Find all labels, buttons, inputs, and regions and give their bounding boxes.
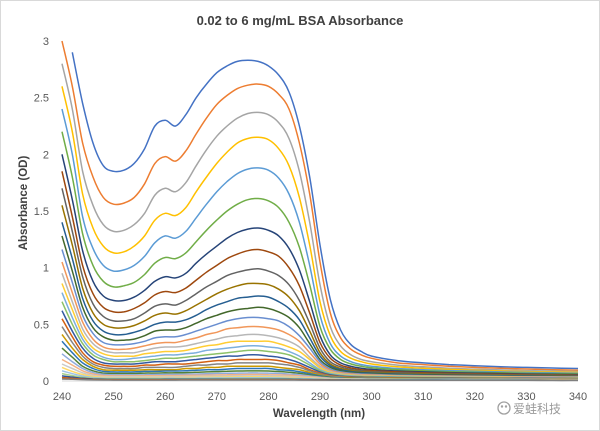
series-line-33 <box>61 378 579 382</box>
series-line-1 <box>71 52 579 370</box>
watermark-text: 爱蛙科技 <box>513 402 561 416</box>
y-tick-label: 1 <box>43 263 49 275</box>
x-axis-title: Wavelength (nm) <box>273 408 365 420</box>
y-tick-label: 0.5 <box>34 319 49 331</box>
chart-title: 0.02 to 6 mg/mL BSA Absorbance <box>197 13 404 28</box>
x-tick-label: 240 <box>53 391 71 403</box>
x-tick-label: 290 <box>311 391 329 403</box>
y-axis-title: Absorbance (OD) <box>18 156 30 251</box>
x-tick-label: 320 <box>466 391 484 403</box>
watermark: 爱蛙科技 <box>497 401 561 416</box>
series-line-10 <box>61 205 579 377</box>
x-tick-label: 280 <box>259 391 277 403</box>
y-tick-label: 2 <box>43 149 49 161</box>
series-line-5 <box>61 108 579 374</box>
series-line-6 <box>61 131 579 375</box>
x-tick-labels: 240 250 260 270 280 290 300 310 320 330 340 <box>53 391 587 403</box>
y-tick-label: 2.5 <box>34 93 49 105</box>
x-tick-label: 270 <box>208 391 226 403</box>
series-line-8 <box>61 171 579 376</box>
y-tick-label: 1.5 <box>34 206 49 218</box>
series-group <box>61 40 579 382</box>
series-line-4 <box>61 86 579 374</box>
x-tick-label: 260 <box>156 391 174 403</box>
x-tick-label: 300 <box>362 391 380 403</box>
series-line-2 <box>61 40 579 371</box>
y-tick-labels: 0 0.5 1 1.5 2 2.5 3 <box>34 36 49 388</box>
frog-logo-icon <box>497 401 511 415</box>
series-line-7 <box>61 154 579 376</box>
x-tick-label: 330 <box>517 391 535 403</box>
x-tick-label: 340 <box>569 391 587 403</box>
x-tick-label: 250 <box>104 391 122 403</box>
x-tick-label: 310 <box>414 391 432 403</box>
y-tick-label: 0 <box>43 376 49 388</box>
series-line-3 <box>61 63 579 373</box>
y-tick-label: 3 <box>43 36 49 48</box>
